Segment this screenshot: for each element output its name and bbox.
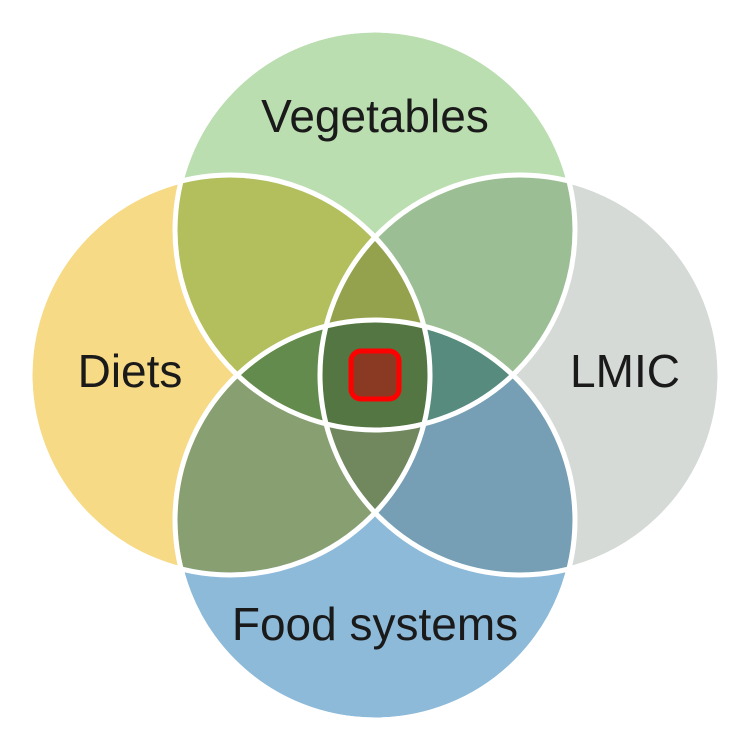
venn-diagram: Vegetables Diets LMIC Food systems bbox=[0, 0, 750, 749]
label-bottom: Food systems bbox=[232, 598, 518, 650]
venn-svg: Vegetables Diets LMIC Food systems bbox=[0, 0, 750, 749]
label-left: Diets bbox=[78, 345, 183, 397]
label-top: Vegetables bbox=[261, 90, 489, 142]
center-intersection-marker bbox=[351, 351, 399, 399]
label-right: LMIC bbox=[570, 345, 680, 397]
